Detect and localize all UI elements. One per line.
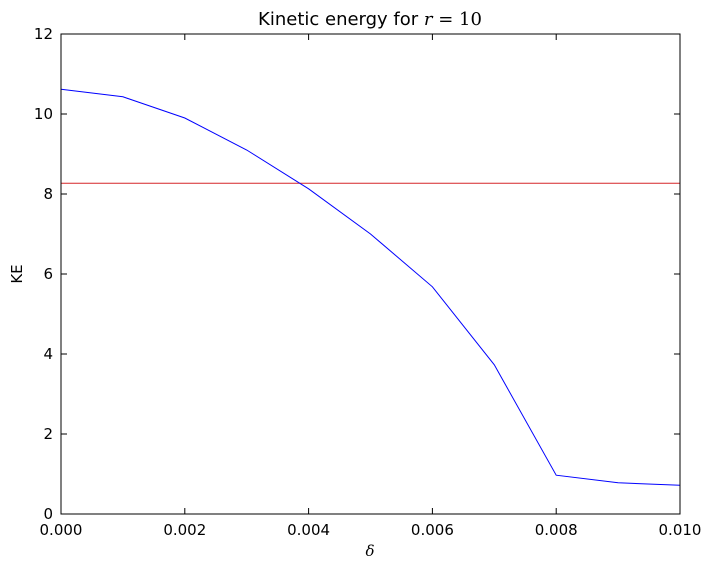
y-tick-label: 2 [43, 425, 53, 443]
x-axis-label: δ [365, 542, 374, 560]
y-tick-label: 0 [43, 505, 53, 523]
series-layer [60, 88, 681, 486]
y-tick-label: 10 [34, 105, 53, 123]
y-axis-label: KE [8, 264, 26, 283]
x-tick-label: 0.010 [659, 521, 702, 539]
chart-title-math-var: r [424, 9, 434, 30]
plot-background [61, 34, 680, 514]
y-tick-label: 4 [43, 345, 53, 363]
series-line [60, 88, 681, 486]
x-tick-label: 0.008 [535, 521, 578, 539]
y-tick-label: 6 [43, 265, 53, 283]
plot-frame [60, 33, 681, 515]
chart-title-math-rest: = 10 [433, 9, 482, 30]
x-tick-label: 0.002 [163, 521, 206, 539]
chart-title: Kinetic energy for r = 10 [258, 9, 482, 30]
x-tick-labels: 0.000 0.002 0.004 0.006 0.008 0.010 [40, 521, 702, 539]
y-tick-label: 8 [43, 185, 53, 203]
y-tick-label: 12 [34, 25, 53, 43]
chart-title-prefix: Kinetic energy for [258, 9, 424, 30]
x-tick-label: 0.000 [40, 521, 83, 539]
y-tick-labels: 0 2 4 6 8 10 12 [34, 25, 53, 523]
x-tick-label: 0.006 [411, 521, 454, 539]
x-tick-label: 0.004 [287, 521, 330, 539]
